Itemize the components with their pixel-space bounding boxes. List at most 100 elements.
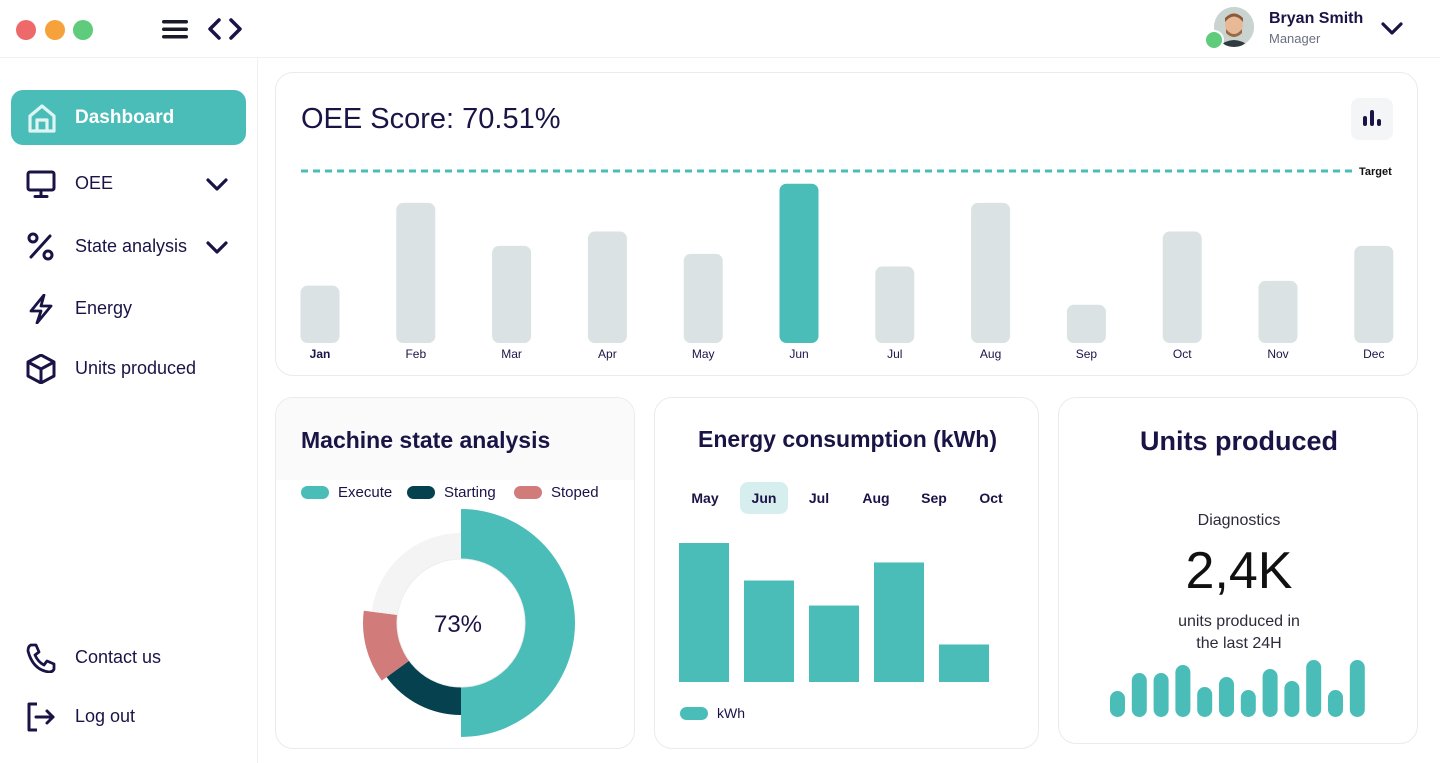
oee-x-tick-label: Apr [598,347,617,361]
chevron-down-icon[interactable] [203,235,231,259]
legend-stoped: Stoped [514,484,599,501]
oee-score-card: OEE Score: 70.51% Target Jan Feb Mar Apr May J… [275,72,1418,376]
oee-bar[interactable] [683,253,723,343]
legend-starting: Starting [407,484,496,501]
legend-swatch [301,486,329,499]
tab-month-may[interactable]: May [691,490,719,506]
energy-bar[interactable] [744,580,794,682]
legend-swatch [680,706,708,720]
units-spark-bar [1306,660,1322,717]
units-spark-bar [1219,677,1234,717]
sidebar-item-label: OEE [75,173,114,193]
tab-month-sep[interactable]: Sep [921,490,947,506]
energy-legend: kWh [680,705,745,721]
legend-label: Execute [338,484,393,501]
legend-execute: Execute [301,484,392,501]
logout-icon [27,702,55,732]
sidebar-item-dashboard[interactable]: Dashboard [11,90,246,145]
sidebar-item-label: Dashboard [75,106,175,128]
legend-swatch [407,486,435,499]
user-name: Bryan Smith [1269,10,1364,27]
oee-bar[interactable] [779,183,819,343]
legend-label: kWh [717,705,745,721]
hamburger-menu-icon[interactable] [160,16,190,42]
tab-month-jul[interactable]: Jul [808,490,830,506]
oee-bar[interactable] [300,285,340,343]
oee-bar[interactable] [1162,231,1202,343]
tab-month-aug[interactable]: Aug [862,490,890,506]
target-label: Target [1359,166,1392,178]
sidebar-item-label: State analysis [75,236,188,256]
user-role: Manager [1269,31,1321,46]
units-description-line: units produced in [1178,613,1300,630]
diagnostics-label: Diagnostics [1197,512,1281,529]
oee-x-tick-label: Oct [1173,347,1192,361]
window-minimize-button[interactable] [45,20,65,40]
machine-state-title: Machine state analysis [301,427,551,453]
monitor-icon [26,170,56,198]
oee-bar[interactable] [492,245,532,343]
sidebar-item-energy[interactable]: Energy [11,281,246,336]
donut-slice-remainder [371,533,461,615]
oee-bar[interactable] [1354,245,1394,343]
chart-type-button[interactable] [1351,98,1393,140]
machine-state-card: Machine state analysis Execute Starting … [275,397,635,749]
oee-bar[interactable] [1066,304,1106,343]
units-spark-bar [1197,687,1213,717]
chevron-down-icon[interactable] [203,172,231,196]
units-spark-bar [1349,660,1365,717]
donut-center-label: 73% [433,611,483,638]
units-description: units produced in the last 24H [1149,611,1329,655]
units-spark-bar [1153,673,1169,717]
donut-slice-stoped[interactable] [363,610,410,681]
sidebar-item-contact-us[interactable]: Contact us [11,630,246,685]
code-brackets-icon[interactable] [207,15,243,43]
home-icon [28,104,56,133]
sidebar-item-state-analysis[interactable]: State analysis [11,219,246,274]
sidebar-item-label: Contact us [75,647,162,667]
energy-bar[interactable] [874,562,924,682]
units-spark-bar [1110,691,1125,717]
box-icon [26,354,56,384]
donut-slice-execute[interactable] [461,509,575,737]
legend-label: Starting [444,484,496,501]
oee-bar[interactable] [971,202,1011,343]
donut-slice-starting[interactable] [386,660,461,715]
oee-x-tick-label: May [692,347,715,361]
units-spark-bar [1175,665,1191,717]
tab-month-oct[interactable]: Oct [979,490,1003,506]
sidebar-item-oee[interactable]: OEE [11,156,246,211]
avatar[interactable] [1214,7,1254,47]
lightning-icon [29,294,53,324]
energy-bar[interactable] [939,644,989,682]
units-spark-bar [1240,690,1256,717]
window-close-button[interactable] [16,20,36,40]
bar-chart-icon [1363,110,1381,126]
oee-bar[interactable] [396,202,436,343]
sidebar-item-units-produced[interactable]: Units produced [11,341,246,396]
oee-bar[interactable] [875,266,915,343]
oee-x-tick-label: Feb [405,347,426,361]
oee-bar[interactable] [1258,280,1298,343]
oee-x-tick-label: Sep [1076,347,1098,361]
units-spark-bar [1262,669,1278,717]
units-spark-bar [1284,681,1300,717]
oee-x-tick-label: Mar [501,347,522,361]
energy-bar[interactable] [809,605,859,682]
tab-month-jun[interactable]: Jun [740,482,788,514]
window-maximize-button[interactable] [73,20,93,40]
oee-x-tick-label: Aug [980,347,1001,361]
energy-bar[interactable] [679,543,729,682]
units-produced-card: Units produced Diagnostics 2,4K units pr… [1058,397,1418,744]
sidebar-item-label: Energy [75,298,133,318]
energy-consumption-card: Energy consumption (kWh) May Jun Jul Aug… [654,397,1039,749]
chevron-down-icon[interactable] [1378,16,1406,40]
percent-icon [27,232,54,261]
top-bar: Bryan Smith Manager [0,0,1440,58]
legend-label: Stoped [551,484,599,501]
oee-bar[interactable] [587,231,627,343]
sidebar-item-label: Units produced [75,358,197,378]
oee-x-tick-label: Jul [887,347,902,361]
sidebar-item-log-out[interactable]: Log out [11,689,246,744]
sidebar: Dashboard OEE State analysis Energy [0,58,258,763]
